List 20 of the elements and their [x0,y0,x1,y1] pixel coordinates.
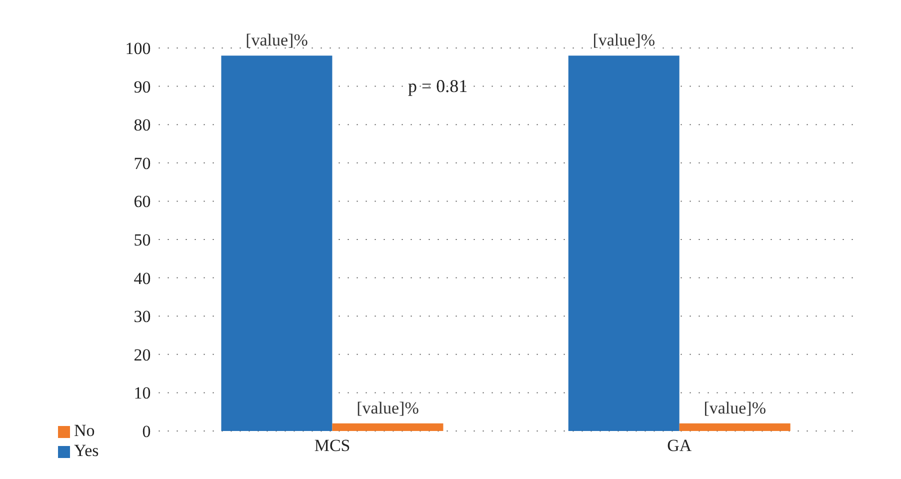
legend-label: No [74,421,95,440]
legend-label: Yes [74,441,99,460]
y-tick-label: 70 [134,154,151,173]
y-tick-label: 90 [134,77,151,96]
data-label: [value]% [592,30,656,50]
x-tick-label: MCS [314,436,350,456]
y-tick-label: 20 [134,345,151,364]
x-tick-label: GA [667,436,692,456]
annotation: p = 0.81 [408,76,468,97]
y-tick-label: 30 [134,307,151,326]
y-tick-label: 40 [134,268,151,288]
data-label: [value]% [246,30,308,50]
data-label: [value]% [704,398,766,418]
y-tick-label: 80 [134,116,151,135]
y-tick-label: 50 [134,230,151,250]
y-tick-label: 60 [134,192,151,212]
y-tick-label: 100 [125,39,151,58]
y-tick-label: 0 [142,422,151,442]
y-tick-label: 10 [134,384,151,403]
data-label: [value]% [356,398,419,418]
